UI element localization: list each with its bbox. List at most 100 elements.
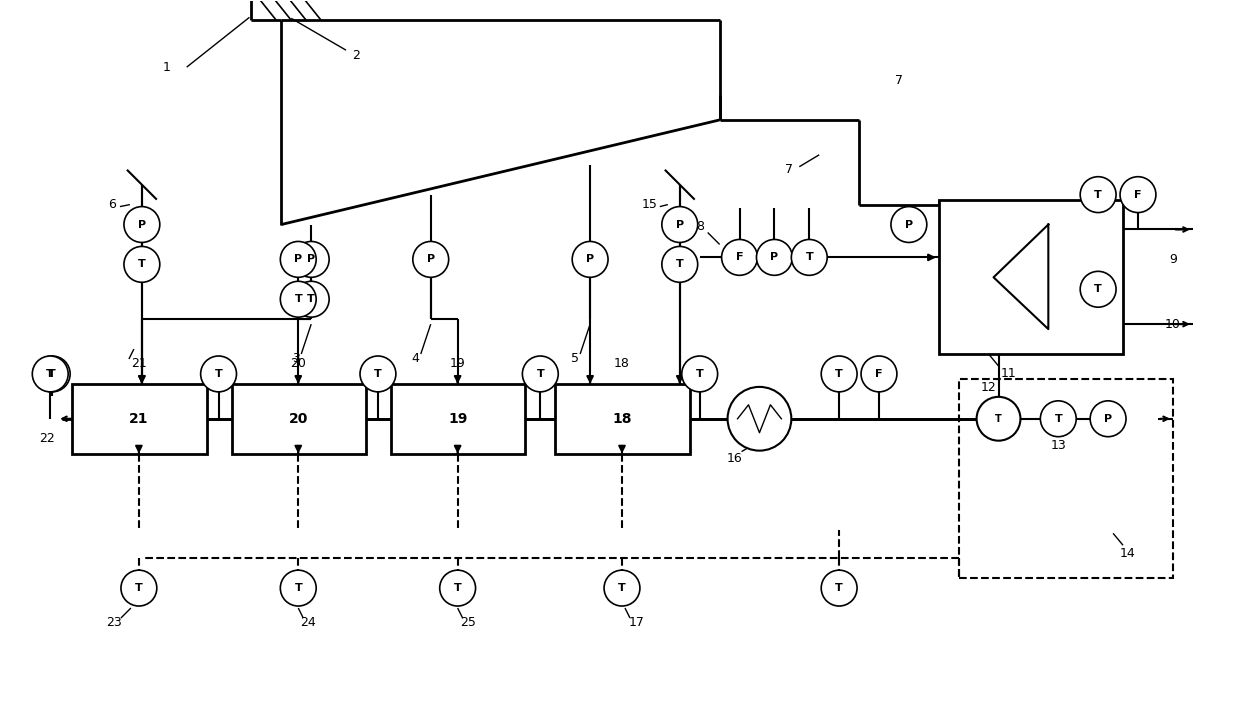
Text: 25: 25 [460,616,475,630]
Bar [72,384,207,453]
Circle shape [1090,401,1126,437]
Text: P: P [676,219,683,229]
Text: F: F [735,252,743,262]
Circle shape [1120,176,1156,213]
Text: T: T [48,369,56,379]
Text: T: T [135,583,143,593]
Bar [959,379,1173,578]
Text: F: F [875,369,883,379]
Circle shape [977,397,1021,441]
Text: T: T [1094,190,1102,200]
Text: T: T [454,583,461,593]
Text: T: T [46,369,55,379]
Circle shape [280,570,316,606]
Text: P: P [427,254,435,264]
Text: T: T [836,583,843,593]
Text: T: T [537,369,544,379]
Text: T: T [138,259,146,269]
Text: 2: 2 [352,49,360,61]
Text: 12: 12 [981,381,997,394]
Circle shape [124,206,160,243]
Circle shape [662,246,698,282]
Text: 7: 7 [785,164,794,176]
Circle shape [294,281,329,317]
Circle shape [35,356,71,392]
Circle shape [728,387,791,451]
Circle shape [892,206,926,243]
Text: P: P [308,254,315,264]
Text: T: T [374,369,382,379]
Text: 18: 18 [613,412,631,426]
Text: T: T [696,369,703,379]
Text: T: T [1054,413,1063,423]
Circle shape [124,246,160,282]
Text: P: P [770,252,779,262]
Text: 22: 22 [40,432,55,446]
Circle shape [756,239,792,276]
Text: 5: 5 [572,353,579,366]
Bar [556,384,689,453]
Circle shape [662,206,698,243]
Text: T: T [294,294,303,304]
Text: 20: 20 [289,412,308,426]
Circle shape [413,241,449,277]
Circle shape [722,239,758,276]
Circle shape [861,356,897,392]
Text: 9: 9 [1169,253,1177,266]
Text: T: T [836,369,843,379]
Text: 10: 10 [1164,318,1180,331]
Text: 19: 19 [450,358,465,371]
Circle shape [604,570,640,606]
Text: P: P [587,254,594,264]
Text: T: T [308,294,315,304]
Text: 11: 11 [1001,368,1017,381]
Bar [939,200,1123,354]
Text: 14: 14 [1120,547,1136,560]
Text: 15: 15 [642,198,658,211]
Circle shape [32,356,68,392]
Text: 20: 20 [290,358,306,371]
Text: T: T [618,583,626,593]
Circle shape [122,570,156,606]
Text: 4: 4 [412,353,419,366]
Text: T: T [676,259,683,269]
Text: 21: 21 [131,358,146,371]
Text: P: P [1104,413,1112,423]
Circle shape [1080,271,1116,307]
Circle shape [360,356,396,392]
Circle shape [572,241,608,277]
Text: 13: 13 [1050,439,1066,452]
Text: 3: 3 [293,353,300,366]
Bar [391,384,526,453]
Text: T: T [294,583,303,593]
Text: T: T [996,413,1002,423]
Text: 17: 17 [629,616,645,630]
Text: T: T [1094,284,1102,294]
Circle shape [1080,176,1116,213]
Text: F: F [1135,190,1142,200]
Text: T: T [215,369,222,379]
Text: 16: 16 [727,452,743,465]
Circle shape [821,356,857,392]
Text: 24: 24 [300,616,316,630]
Text: T: T [806,252,813,262]
Bar [232,384,366,453]
Text: P: P [294,254,303,264]
Text: 6: 6 [108,198,115,211]
Circle shape [682,356,718,392]
Circle shape [280,281,316,317]
Text: P: P [905,219,913,229]
Circle shape [294,241,329,277]
Text: 18: 18 [614,358,630,371]
Text: 23: 23 [107,616,122,630]
Text: 1: 1 [162,61,171,74]
Circle shape [201,356,237,392]
Circle shape [522,356,558,392]
Text: 19: 19 [448,412,467,426]
Text: 7: 7 [895,74,903,86]
Circle shape [440,570,476,606]
Circle shape [280,241,316,277]
Text: P: P [138,219,146,229]
Circle shape [1040,401,1076,437]
Circle shape [791,239,827,276]
